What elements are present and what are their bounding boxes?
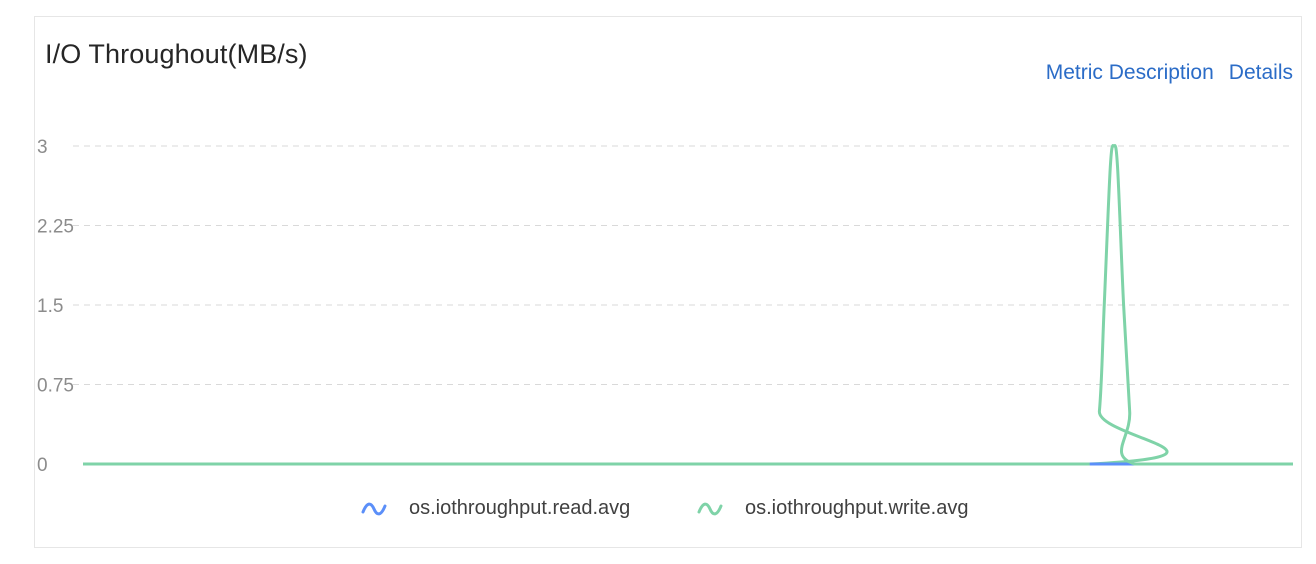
y-tick-label: 3: [37, 137, 48, 158]
legend-item-write[interactable]: os.iothroughput.write.avg: [697, 497, 968, 520]
line-series-icon: [361, 502, 387, 515]
io-throughput-panel: I/O Throughout(MB/s) Metric Description …: [34, 16, 1302, 548]
legend-item-read[interactable]: os.iothroughput.read.avg: [361, 497, 630, 520]
series-line-write[interactable]: [83, 144, 1293, 466]
chart-title: I/O Throughout(MB/s): [45, 39, 308, 69]
metric-description-link[interactable]: Metric Description: [1045, 61, 1214, 84]
y-tick-label: 0: [37, 455, 48, 476]
y-tick-label: 2.25: [37, 217, 74, 238]
y-tick-label: 1.5: [37, 296, 63, 317]
legend-label-read: os.iothroughput.read.avg: [409, 497, 631, 519]
y-tick-label: 0.75: [37, 376, 74, 397]
details-link[interactable]: Details: [1228, 61, 1293, 84]
line-series-icon: [697, 502, 723, 515]
line-chart: 0 0.75 1.5 2.25 3: [37, 137, 1293, 476]
legend-label-write: os.iothroughput.write.avg: [745, 497, 969, 519]
panel-links: Metric Description Details: [1046, 61, 1293, 85]
chart-legend: os.iothroughput.read.avg os.iothroughput…: [35, 497, 1301, 537]
